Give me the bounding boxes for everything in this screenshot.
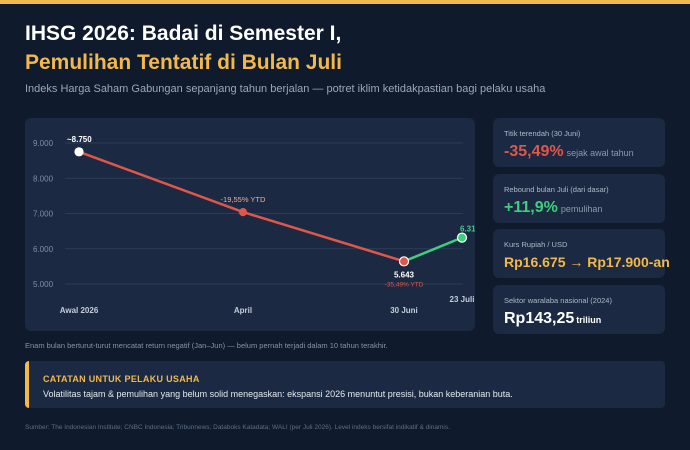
stat-card-lowest-point: Titik terendah (30 Juni) -35,49% sejak aw…	[493, 118, 665, 167]
business-note-callout: CATATAN UNTUK PELAKU USAHA Volatilitas t…	[25, 361, 665, 408]
x-tick-label: 30 Juni	[390, 306, 418, 315]
note-title: CATATAN UNTUK PELAKU USAHA	[43, 374, 200, 384]
y-tick-label: 9.000	[33, 139, 54, 148]
stat-value: Rp16.675 → Rp17.900-an	[504, 254, 670, 270]
data-label: ~8.750	[67, 135, 92, 144]
stat-card-franchise-sector: Sektor waralaba nasional (2024) Rp143,25…	[493, 285, 665, 334]
stat-label: Rebound bulan Juli (dari dasar)	[504, 185, 609, 194]
data-annotation: -19,55% YTD	[221, 195, 266, 204]
data-label: 6.315	[460, 225, 475, 234]
y-tick-label: 5.000	[33, 280, 54, 289]
line-chart: 9.000 8.000 7.000 6.000 5.000 Awal 2026 April 3…	[33, 135, 475, 315]
y-tick-label: 8.000	[33, 174, 54, 183]
x-tick-label: 23 Juli	[450, 295, 475, 304]
stat-value: -35,49%	[504, 143, 564, 160]
series-line-segment	[77, 150, 245, 214]
stat-label: Kurs Rupiah / USD	[504, 240, 568, 249]
stat-card-exchange-rate: Kurs Rupiah / USD Rp16.675 → Rp17.900-an	[493, 229, 670, 278]
stat-label: Titik terendah (30 Juni)	[504, 129, 581, 138]
data-point	[398, 256, 410, 267]
stat-unit: pemulihan	[560, 204, 603, 214]
stat-card-july-rebound: Rebound bulan Juli (dari dasar) +11,9% pe…	[493, 174, 665, 223]
x-tick-label: Awal 2026	[60, 306, 99, 315]
x-tick-label: April	[234, 306, 252, 315]
data-annotation: -35,49% YTD	[385, 281, 424, 288]
data-point	[238, 207, 248, 217]
note-text: Volatilitas tajam & pemulihan yang belum…	[43, 389, 513, 399]
data-point	[456, 232, 468, 243]
page-title-highlight: Pemulihan Tentatif di Bulan Juli	[25, 51, 342, 74]
stat-unit: triliun	[576, 315, 602, 325]
top-accent-bar	[0, 0, 690, 4]
y-tick-label: 6.000	[33, 245, 54, 254]
data-point	[74, 147, 84, 157]
series-line-segment	[241, 210, 406, 263]
y-tick-label: 7.000	[33, 210, 54, 219]
chart-footnote: Enam bulan berturut-turut mencatat retur…	[25, 341, 388, 350]
stat-unit: sejak awal tahun	[566, 148, 634, 158]
data-label: 5.643	[394, 270, 415, 279]
stat-value: Rp143,25	[504, 310, 575, 327]
series-line-segment	[402, 236, 464, 263]
chart-card: 9.000 8.000 7.000 6.000 5.000 Awal 2026 April 3…	[25, 118, 475, 331]
page-title: IHSG 2026: Badai di Semester I,	[25, 22, 342, 45]
stat-label: Sektor waralaba nasional (2024)	[504, 296, 612, 305]
page-subtitle: Indeks Harga Saham Gabungan sepanjang ta…	[25, 83, 546, 95]
stat-value: +11,9%	[504, 199, 558, 216]
source-credit: Sumber: The Indonesian Institute; CNBC I…	[25, 424, 450, 431]
